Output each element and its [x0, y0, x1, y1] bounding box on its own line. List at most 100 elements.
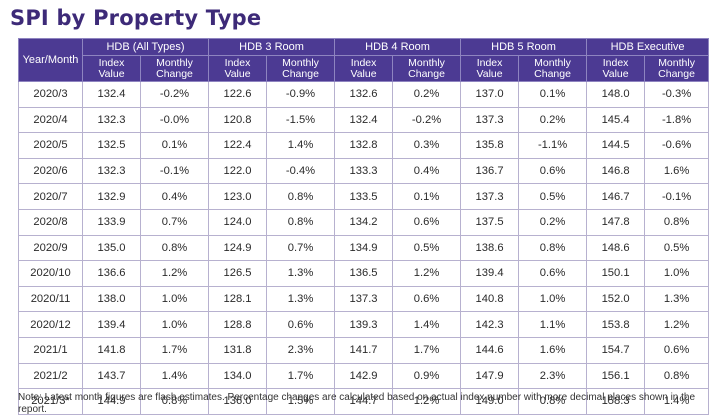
index-value-cell: 137.0	[460, 81, 520, 108]
monthly-change-cell: 0.5%	[392, 234, 462, 262]
index-value-cell: 139.4	[82, 311, 141, 338]
index-value-cell: 139.4	[460, 260, 520, 287]
index-value-cell: 148.6	[586, 234, 646, 262]
monthly-change-cell: 0.2%	[518, 208, 588, 236]
index-value-header: Index Value	[460, 55, 520, 82]
year-month-cell: 2020/7	[18, 183, 83, 210]
index-value-cell: 158.3	[586, 388, 646, 415]
index-value-cell: 131.8	[208, 336, 268, 364]
year-month-cell: 2020/6	[18, 157, 83, 185]
index-value-cell: 135.8	[460, 132, 520, 159]
table-row: 2021/3* 144.9 0.8% 136.0 1.5% 144.7 1.2% 149.0 0…	[18, 388, 710, 415]
monthly-change-cell: -0.6%	[644, 132, 710, 159]
index-value-cell: 156.1	[586, 362, 646, 390]
index-value-cell: 138.6	[460, 234, 520, 262]
index-value-cell: 132.6	[334, 81, 394, 108]
year-month-cell: 2021/1	[18, 336, 83, 364]
table-row: 2020/7 132.9 0.4% 123.0 0.8% 133.5 0.1% 137.3 0.…	[18, 183, 710, 210]
monthly-change-cell: 0.5%	[518, 183, 588, 210]
monthly-change-cell: 1.0%	[139, 311, 210, 338]
index-value-cell: 124.9	[208, 234, 268, 262]
index-value-cell: 132.4	[334, 106, 394, 134]
index-value-cell: 133.3	[334, 157, 394, 185]
monthly-change-cell: 0.8%	[266, 183, 336, 210]
footnote: Note: Latest month figures are flash est…	[18, 392, 696, 415]
monthly-change-cell: 0.7%	[266, 234, 336, 262]
monthly-change-cell: 1.0%	[518, 285, 588, 313]
table-row: 2020/3 132.4 -0.2% 122.6 -0.9% 132.6 0.2% 137.0…	[18, 81, 710, 108]
monthly-change-cell: 1.4%	[644, 388, 710, 415]
monthly-change-cell: -0.2%	[392, 106, 462, 134]
index-value-cell: 142.3	[460, 311, 520, 338]
index-value-cell: 122.4	[208, 132, 268, 159]
table-row: 2020/9 135.0 0.8% 124.9 0.7% 134.9 0.5% 138.6 0.…	[18, 234, 710, 262]
monthly-change-cell: 1.3%	[266, 260, 336, 287]
table-row: 2020/10 136.6 1.2% 126.5 1.3% 136.5 1.2% 139.4 0…	[18, 260, 710, 287]
index-value-cell: 149.0	[460, 388, 520, 415]
monthly-change-cell: 0.1%	[518, 81, 588, 108]
index-value-cell: 146.7	[586, 183, 646, 210]
index-value-cell: 141.7	[334, 336, 394, 364]
year-month-header: Year/Month	[18, 38, 83, 82]
monthly-change-cell: 0.8%	[266, 208, 336, 236]
monthly-change-cell: 0.2%	[518, 106, 588, 134]
index-value-cell: 148.0	[586, 81, 646, 108]
index-value-cell: 152.0	[586, 285, 646, 313]
index-value-cell: 134.0	[208, 362, 268, 390]
index-value-cell: 132.3	[82, 157, 141, 185]
year-month-cell: 2020/5	[18, 132, 83, 159]
monthly-change-cell: -0.0%	[139, 106, 210, 134]
group-header: HDB 3 Room	[208, 38, 336, 56]
index-value-cell: 123.0	[208, 183, 268, 210]
year-month-cell: 2021/2	[18, 362, 83, 390]
year-month-cell: 2020/10	[18, 260, 83, 287]
monthly-change-cell: 0.5%	[644, 234, 710, 262]
table-row: 2020/11 138.0 1.0% 128.1 1.3% 137.3 0.6% 140.8 1…	[18, 285, 710, 313]
monthly-change-cell: 1.5%	[266, 388, 336, 415]
monthly-change-cell: 0.8%	[644, 362, 710, 390]
monthly-change-cell: -1.5%	[266, 106, 336, 134]
index-value-cell: 136.5	[334, 260, 394, 287]
index-value-cell: 132.9	[82, 183, 141, 210]
monthly-change-cell: -0.3%	[644, 81, 710, 108]
monthly-change-cell: 1.4%	[139, 362, 210, 390]
monthly-change-cell: 0.6%	[518, 157, 588, 185]
index-value-cell: 120.8	[208, 106, 268, 134]
index-value-cell: 132.3	[82, 106, 141, 134]
group-header: HDB Executive	[586, 38, 710, 56]
monthly-change-cell: 0.6%	[518, 260, 588, 287]
index-value-cell: 142.9	[334, 362, 394, 390]
sub-header-row: Index Value Monthly Change Index Value Mont…	[19, 55, 710, 82]
index-value-cell: 150.1	[586, 260, 646, 287]
index-value-cell: 141.8	[82, 336, 141, 364]
monthly-change-cell: -0.4%	[266, 157, 336, 185]
group-header: HDB 5 Room	[460, 38, 588, 56]
monthly-change-cell: -1.1%	[518, 132, 588, 159]
year-month-cell: 2021/3*	[18, 388, 83, 415]
index-value-cell: 143.7	[82, 362, 141, 390]
index-value-cell: 134.9	[334, 234, 394, 262]
index-value-cell: 138.0	[82, 285, 141, 313]
index-value-cell: 137.5	[460, 208, 520, 236]
monthly-change-cell: 0.6%	[644, 336, 710, 364]
index-value-cell: 137.3	[460, 106, 520, 134]
table-body: 2020/3 132.4 -0.2% 122.6 -0.9% 132.6 0.2% 137.0…	[18, 81, 710, 415]
spi-table: Year/Month HDB (All Types) HDB 3 Room HDB …	[18, 38, 710, 415]
monthly-change-cell: -0.1%	[139, 157, 210, 185]
index-value-header: Index Value	[586, 55, 646, 82]
index-value-cell: 124.0	[208, 208, 268, 236]
index-value-cell: 139.3	[334, 311, 394, 338]
monthly-change-cell: 1.2%	[139, 260, 210, 287]
table-row: 2021/2 143.7 1.4% 134.0 1.7% 142.9 0.9% 147.9 2.…	[18, 362, 710, 390]
index-value-cell: 122.6	[208, 81, 268, 108]
index-value-cell: 153.8	[586, 311, 646, 338]
monthly-change-cell: 0.6%	[392, 208, 462, 236]
monthly-change-cell: 1.4%	[392, 311, 462, 338]
year-month-cell: 2020/4	[18, 106, 83, 134]
index-value-header: Index Value	[334, 55, 394, 82]
table-row: 2020/12 139.4 1.0% 128.8 0.6% 139.3 1.4% 142.3 1…	[18, 311, 710, 338]
year-month-cell: 2020/11	[18, 285, 83, 313]
monthly-change-header: Monthly Change	[139, 55, 210, 82]
monthly-change-header: Monthly Change	[266, 55, 336, 82]
index-value-cell: 126.5	[208, 260, 268, 287]
